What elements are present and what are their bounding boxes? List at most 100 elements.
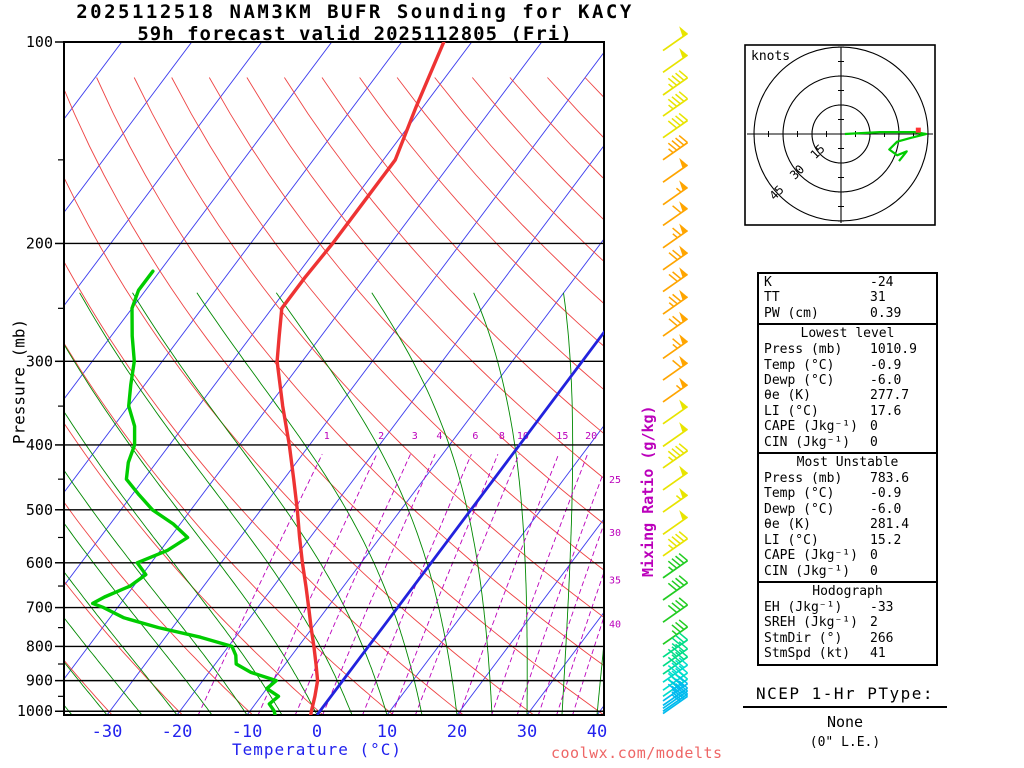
stat-row: Temp (°C) -0.9 <box>759 358 936 373</box>
stat-label: CIN (Jkg⁻¹) <box>764 434 851 450</box>
svg-text:800: 800 <box>26 637 53 655</box>
stat-label: CIN (Jkg⁻¹) <box>764 563 851 579</box>
svg-text:1: 1 <box>324 431 330 442</box>
ptype-title: NCEP 1-Hr PType: <box>743 684 947 708</box>
stat-value: -33 <box>870 599 894 615</box>
svg-text:30: 30 <box>517 722 537 742</box>
svg-text:2: 2 <box>378 431 384 442</box>
stat-label: CAPE (Jkg⁻¹) <box>764 419 858 435</box>
svg-text:30: 30 <box>609 528 621 539</box>
stat-row: CIN (Jkg⁻¹) 0 <box>759 564 936 579</box>
stat-value: 0.39 <box>870 305 902 321</box>
stat-row: EH (Jkg⁻¹) -33 <box>759 600 936 615</box>
svg-text:35: 35 <box>609 575 621 586</box>
stat-row: StmSpd (kt) 41 <box>759 646 936 661</box>
stat-value: 0 <box>870 563 878 579</box>
stat-label: TT <box>764 290 780 306</box>
svg-text:300: 300 <box>26 352 53 370</box>
stat-value: 41 <box>870 646 886 662</box>
stats-section-title: Most Unstable <box>796 455 899 471</box>
stat-label: CAPE (Jkg⁻¹) <box>764 548 858 564</box>
svg-text:100: 100 <box>26 33 53 51</box>
stat-label: θe (K) <box>764 388 811 404</box>
stat-value: 0 <box>870 548 878 564</box>
svg-text:40: 40 <box>587 722 607 742</box>
chart-title: 2025112518 NAM3KM BUFR Sounding for KACY <box>76 1 634 23</box>
svg-text:40: 40 <box>609 620 621 631</box>
stats-section: Lowest level Press (mb) 1010.9 Temp (°C) -0.… <box>757 323 938 455</box>
stat-label: Dewp (°C) <box>764 373 835 389</box>
stat-row: Press (mb) 783.6 <box>759 471 936 486</box>
stats-section: Most Unstable Press (mb) 783.6 Temp (°C) -0.… <box>757 452 938 583</box>
stat-label: LI (°C) <box>764 532 819 548</box>
stat-value: 1010.9 <box>870 342 917 358</box>
svg-text:600: 600 <box>26 554 53 572</box>
stat-row: Press (mb) 1010.9 <box>759 342 936 357</box>
stat-label: Temp (°C) <box>764 357 835 373</box>
stats-panel: K -24 TT 31 PW (cm) 0.39 Lowest level Press (mb… <box>757 272 938 666</box>
wind-barb-column <box>662 26 689 715</box>
stat-label: K <box>764 275 772 290</box>
svg-text:200: 200 <box>26 234 53 252</box>
stat-value: 281.4 <box>870 517 910 533</box>
skewt-axes: 1 2 3 4 6 8 10 15 202530354010020030040050060070… <box>17 33 621 742</box>
svg-text:500: 500 <box>26 501 53 519</box>
stat-row: Dewp (°C) -6.0 <box>759 373 936 388</box>
skewt-profiles <box>90 42 604 715</box>
stat-value: 277.7 <box>870 388 910 404</box>
stat-value: 15.2 <box>870 532 902 548</box>
svg-text:20: 20 <box>447 722 467 742</box>
svg-text:400: 400 <box>26 436 53 454</box>
stat-row: Dewp (°C) -6.0 <box>759 502 936 517</box>
stat-row: LI (°C) 17.6 <box>759 404 936 419</box>
stat-label: θe (K) <box>764 517 811 533</box>
ptype-liquid-equivalent: (0" L.E.) <box>809 735 881 750</box>
svg-text:15: 15 <box>556 431 568 442</box>
svg-text:4: 4 <box>436 431 442 442</box>
svg-text:700: 700 <box>26 599 53 617</box>
svg-text:25: 25 <box>609 475 621 486</box>
stat-value: 0 <box>870 434 878 450</box>
stat-label: StmDir (°) <box>764 630 843 646</box>
pressure-axis-label: Pressure (mb) <box>9 318 29 445</box>
stat-label: LI (°C) <box>764 403 819 419</box>
stat-value: -24 <box>870 275 894 290</box>
stat-row: PW (cm) 0.39 <box>759 306 936 321</box>
temperature-axis-label: Temperature (°C) <box>231 740 403 759</box>
stat-value: -6.0 <box>870 501 902 517</box>
stats-section-title: Hodograph <box>812 583 883 599</box>
stat-value: -6.0 <box>870 373 902 389</box>
stat-row: K -24 <box>759 275 936 290</box>
stat-value: 0 <box>870 419 878 435</box>
stat-row: StmDir (°) 266 <box>759 631 936 646</box>
chart-subtitle: 59h forecast valid 2025112805 (Fri) <box>137 23 573 45</box>
svg-text:-30: -30 <box>92 722 123 742</box>
stat-value: -0.9 <box>870 357 902 373</box>
stats-section: Hodograph EH (Jkg⁻¹) -33 SREH (Jkg⁻¹) 2 StmDi… <box>757 580 938 666</box>
svg-text:-10: -10 <box>232 722 263 742</box>
stat-label: Press (mb) <box>764 342 843 358</box>
svg-text:8: 8 <box>499 431 505 442</box>
svg-text:900: 900 <box>26 672 53 690</box>
stat-row: θe (K) 281.4 <box>759 517 936 532</box>
stats-section-title: Lowest level <box>800 326 895 342</box>
stat-label: Temp (°C) <box>764 486 835 502</box>
watermark-link[interactable]: coolwx.com/modelts <box>551 744 723 762</box>
stat-label: EH (Jkg⁻¹) <box>764 599 843 615</box>
stat-row: CAPE (Jkg⁻¹) 0 <box>759 419 936 434</box>
stat-label: Press (mb) <box>764 471 843 487</box>
stats-section: K -24 TT 31 PW (cm) 0.39 <box>757 272 938 326</box>
stat-label: SREH (Jkg⁻¹) <box>764 615 858 631</box>
storm-motion-marker <box>915 127 921 133</box>
stat-row: TT 31 <box>759 290 936 305</box>
stat-label: PW (cm) <box>764 305 819 321</box>
ptype-value: None <box>826 713 864 731</box>
stat-row: CIN (Jkg⁻¹) 0 <box>759 435 936 450</box>
stat-row: Temp (°C) -0.9 <box>759 486 936 501</box>
svg-text:20: 20 <box>585 431 597 442</box>
stat-value: 2 <box>870 615 878 631</box>
stat-value: 266 <box>870 630 894 646</box>
